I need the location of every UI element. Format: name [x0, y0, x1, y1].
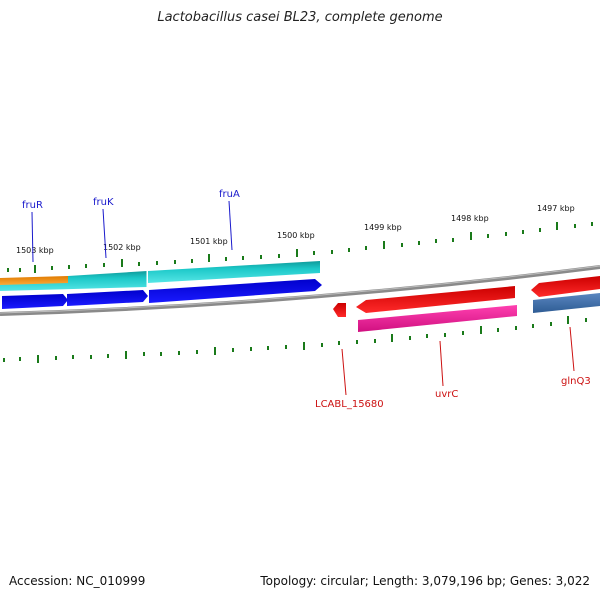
scale-label: 1500 kbp: [277, 231, 315, 240]
genome-backbone-highlight: [0, 265, 600, 314]
fruA-leader-line: [228, 200, 233, 251]
scale-label: 1503 kbp: [16, 246, 54, 255]
scale-label: 1502 kbp: [103, 243, 141, 252]
gene-label-fruA[interactable]: fruA: [219, 189, 240, 200]
fruK-leader-line: [102, 208, 107, 259]
accession-text: Accession: NC_010999: [9, 574, 146, 588]
gene-label-glnQ3[interactable]: glnQ3: [561, 376, 591, 387]
LCABL_15680-leader-line: [341, 348, 347, 396]
outer-scale-ticks: [7, 222, 593, 273]
gene-arrow-fruR[interactable]: [2, 294, 68, 309]
gene-arrow-fruA[interactable]: [149, 279, 322, 303]
gene-arrow-glnQ3[interactable]: [531, 276, 600, 297]
fruR-leader-line: [31, 211, 34, 263]
gene-arrow-cyan[interactable]: [0, 271, 147, 291]
gene-arrow-steel[interactable]: [533, 293, 600, 313]
gene-label-uvrC[interactable]: uvrC: [435, 389, 458, 400]
genome-summary-text: Topology: circular; Length: 3,079,196 bp…: [260, 574, 590, 588]
gene-arrow-LCABL_15680[interactable]: [333, 303, 346, 317]
inner-scale-ticks: [3, 316, 587, 363]
scale-label: 1501 kbp: [190, 237, 228, 246]
gene-arrow-fruK[interactable]: [67, 290, 148, 306]
scale-label: 1499 kbp: [364, 223, 402, 232]
scale-label: 1498 kbp: [451, 214, 489, 223]
gene-label-LCABL_15680[interactable]: LCABL_15680: [315, 399, 384, 410]
gene-arrow-uvrC[interactable]: [358, 305, 517, 332]
scale-label: 1497 kbp: [537, 204, 575, 213]
glnQ3-leader-line: [569, 326, 575, 372]
gene-arrow-red[interactable]: [356, 286, 515, 313]
gene-label-fruK[interactable]: fruK: [93, 197, 114, 208]
gene-arrow-cyan[interactable]: [148, 261, 320, 283]
uvrC-leader-line: [439, 340, 444, 387]
gene-label-fruR[interactable]: fruR: [22, 200, 43, 211]
genome-backbone: [0, 265, 600, 316]
map-title: Lactobacillus casei BL23, complete genom…: [157, 10, 443, 25]
